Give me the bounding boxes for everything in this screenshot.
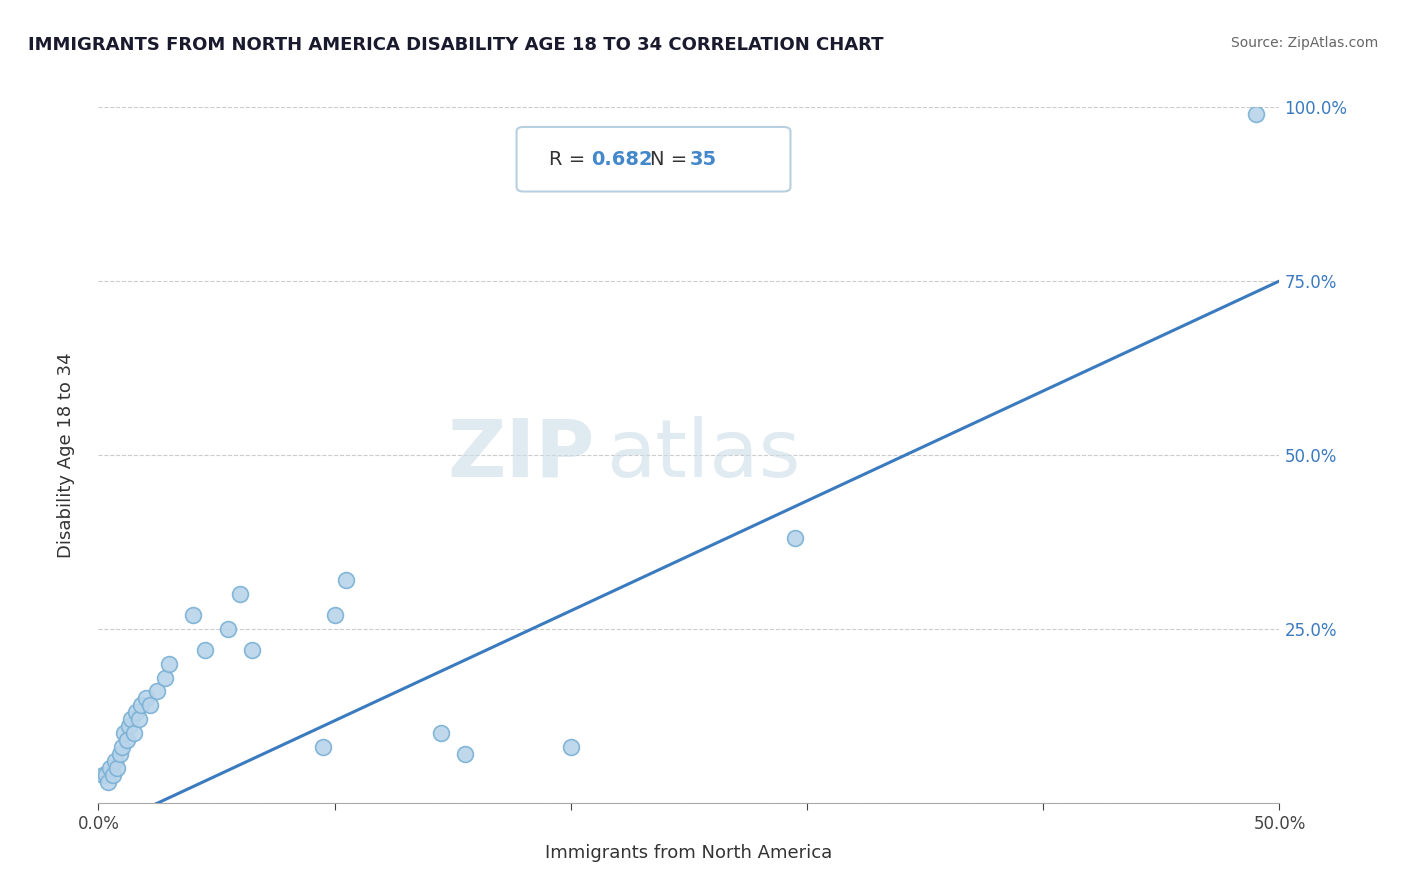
Point [129, 698, 152, 713]
Point [104, 754, 127, 768]
Text: Source: ZipAtlas.com: Source: ZipAtlas.com [1230, 36, 1378, 50]
Point [240, 642, 263, 657]
Point [194, 642, 217, 657]
Text: IMMIGRANTS FROM NORTH AMERICA DISABILITY AGE 18 TO 34 CORRELATION CHART: IMMIGRANTS FROM NORTH AMERICA DISABILITY… [28, 36, 883, 54]
Point [229, 587, 252, 601]
Text: atlas: atlas [606, 416, 800, 494]
Point [98, 761, 121, 775]
Point [125, 706, 148, 720]
Point [91, 768, 114, 782]
X-axis label: Immigrants from North America: Immigrants from North America [546, 844, 832, 862]
Point [146, 684, 169, 698]
Point [157, 657, 180, 671]
Point [128, 712, 150, 726]
Point [139, 698, 162, 713]
Text: N =: N = [650, 150, 693, 169]
Point [111, 740, 134, 755]
Y-axis label: Disability Age 18 to 34: Disability Age 18 to 34 [56, 352, 75, 558]
Point [97, 775, 120, 789]
Point [135, 691, 157, 706]
Text: ZIP: ZIP [447, 416, 595, 494]
Point [153, 671, 176, 685]
Point [105, 761, 128, 775]
Point [560, 740, 582, 755]
Text: R =: R = [548, 150, 592, 169]
Point [121, 712, 143, 726]
Point [94, 768, 117, 782]
Point [785, 532, 807, 546]
Point [115, 733, 138, 747]
Point [118, 719, 141, 733]
Point [312, 740, 335, 755]
Point [101, 768, 124, 782]
Point [1244, 107, 1267, 121]
Point [430, 726, 453, 740]
Point [453, 747, 475, 761]
Point [323, 607, 346, 622]
Point [112, 726, 135, 740]
Text: 0.682: 0.682 [591, 150, 652, 169]
Point [122, 726, 145, 740]
Point [335, 573, 357, 587]
Text: 35: 35 [689, 150, 717, 169]
Point [217, 622, 239, 636]
Point [181, 607, 204, 622]
Point [108, 747, 131, 761]
